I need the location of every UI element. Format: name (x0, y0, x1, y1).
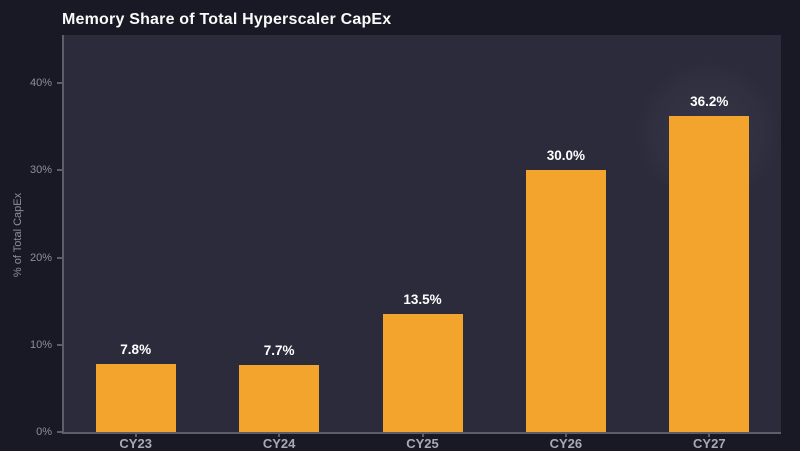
x-axis: CY23 CY24 CY25 CY26 CY27 (64, 434, 781, 451)
y-tick-mark (57, 82, 62, 84)
x-tick-mark (278, 434, 281, 437)
chart-title: Memory Share of Total Hyperscaler CapEx (62, 11, 392, 28)
x-category-label: CY25 (406, 436, 439, 451)
y-tick-label: 10% (29, 338, 52, 351)
bar-value-label: 7.7% (263, 342, 295, 358)
bar (669, 116, 750, 432)
bar (95, 363, 176, 432)
x-category-label: CY24 (262, 436, 296, 451)
y-tick-mark (57, 169, 62, 172)
bar-value-label: 36.2% (690, 94, 729, 110)
plot-area: 7.8% 7.7% 13.5% 30.0% 36.2% (62, 35, 800, 434)
x-tick-mark (134, 434, 137, 437)
y-tick-mark (57, 343, 62, 346)
y-tick-mark (57, 431, 62, 433)
bar (382, 314, 463, 432)
y-tick-label: 20% (29, 251, 52, 264)
bar (525, 170, 606, 432)
x-tick-mark (421, 434, 424, 437)
bar-value-label: 7.8% (120, 341, 152, 357)
x-category-label: CY26 (549, 436, 583, 451)
x-category-label: CY23 (119, 436, 152, 451)
bar (239, 364, 320, 432)
x-tick-mark (708, 434, 711, 437)
bar-value-label: 13.5% (403, 292, 442, 308)
y-axis: 0% 10% 20% 30% 40% (0, 35, 62, 438)
y-tick-label: 40% (29, 77, 52, 89)
bar-value-label: 30.0% (546, 148, 586, 164)
y-tick-label: 30% (29, 164, 52, 177)
x-category-label: CY27 (693, 436, 726, 451)
x-tick-mark (564, 434, 567, 437)
y-tick-mark (57, 256, 62, 259)
y-tick-label: 0% (36, 426, 52, 438)
